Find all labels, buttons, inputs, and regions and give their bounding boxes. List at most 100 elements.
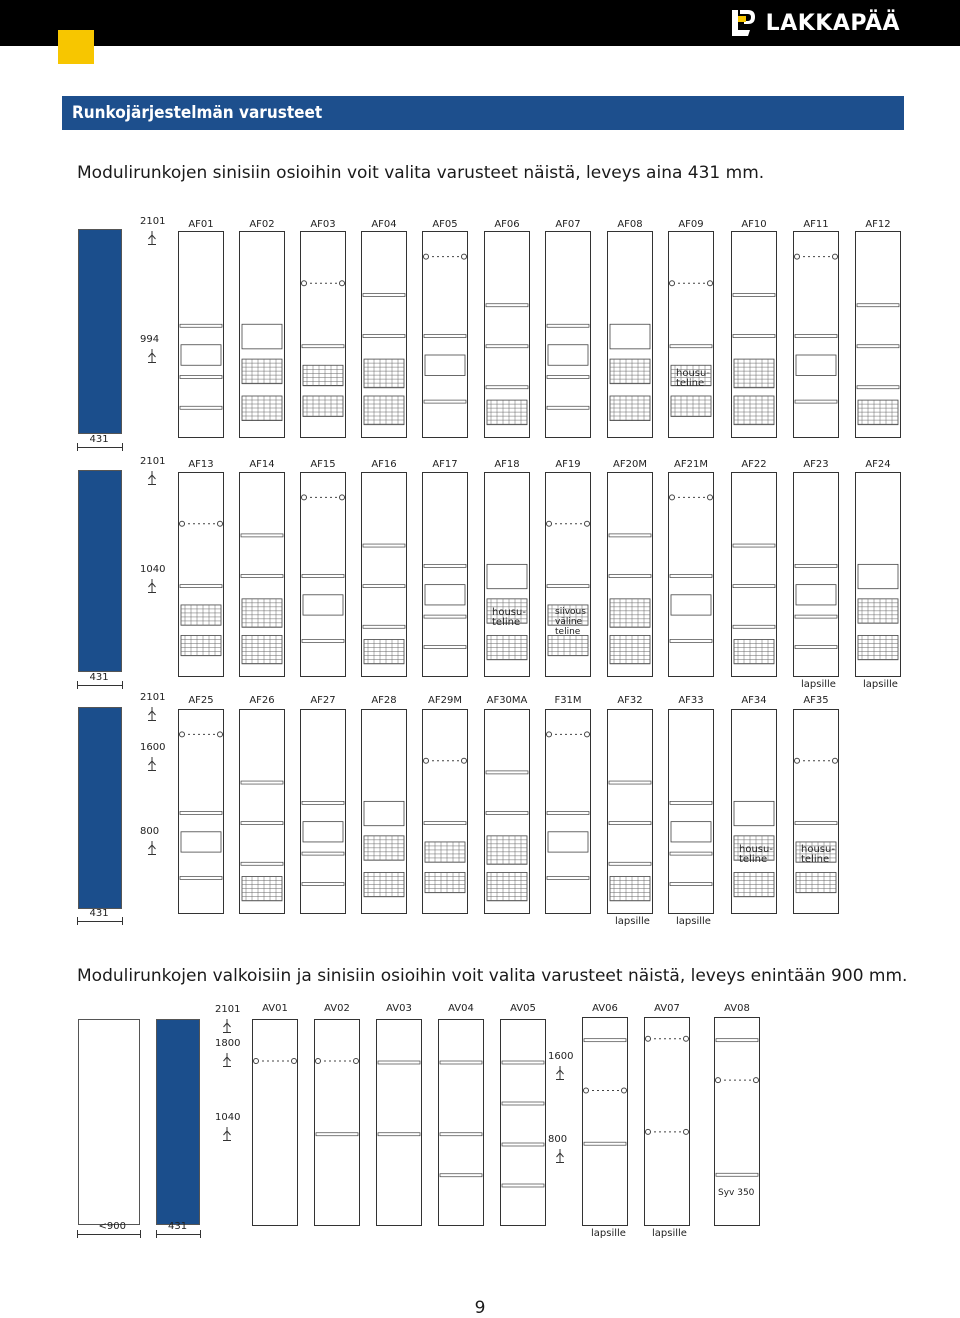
cabinet-drawing xyxy=(855,472,901,677)
dimension-tick xyxy=(77,1230,78,1238)
cabinet-interior xyxy=(240,780,284,902)
cabinet-interior xyxy=(608,780,652,902)
cabinet-interior xyxy=(856,303,900,426)
cabinet-interior xyxy=(486,563,528,661)
cabinet-code: AF22 xyxy=(741,459,767,470)
cabinet-code: AF24 xyxy=(865,459,891,470)
section-header: Runkojärjestelmän varusteet xyxy=(62,96,904,130)
height-marker xyxy=(555,1065,565,1080)
cabinet-code: AF07 xyxy=(555,219,581,230)
cabinet-interior xyxy=(732,543,776,665)
cabinet-code: AF08 xyxy=(617,219,643,230)
cabinet-drawing xyxy=(545,231,591,438)
child-label: lapsille xyxy=(801,679,836,690)
cabinet-drawing xyxy=(376,1019,422,1226)
cabinet-interior xyxy=(857,563,899,661)
cabinet-interior xyxy=(732,293,776,426)
brand-name: LAKKAPÄÄ xyxy=(765,10,900,36)
cabinet-drawing xyxy=(714,1017,760,1226)
cabinet-code: AF10 xyxy=(741,219,767,230)
cabinet-drawing xyxy=(239,472,285,677)
cabinet-code: AF05 xyxy=(432,219,458,230)
note-line-1: siivous xyxy=(555,607,586,617)
cabinet-interior xyxy=(609,323,651,422)
cabinet-interior xyxy=(733,800,775,898)
dimension-tick xyxy=(156,1230,157,1238)
arrow-icon xyxy=(148,841,156,855)
cabinet-code: AF06 xyxy=(494,219,520,230)
cabinet-drawing xyxy=(855,231,901,438)
note-line-1: housu- xyxy=(801,844,835,855)
cabinet-interior xyxy=(715,1038,759,1177)
module-blue-panel xyxy=(156,1019,200,1225)
cabinet-drawing xyxy=(545,709,591,914)
width-label: 431 xyxy=(168,1221,188,1232)
cabinet-drawing xyxy=(582,1017,628,1226)
cabinet-code: AF23 xyxy=(803,459,829,470)
arrow-icon xyxy=(148,349,156,363)
cabinet-drawing xyxy=(607,709,653,914)
arrow-icon xyxy=(556,1149,564,1163)
cabinet-drawing xyxy=(422,709,468,914)
av-height-label: 1040 xyxy=(215,1112,241,1123)
height-marker xyxy=(147,706,157,721)
cabinet-drawing xyxy=(361,231,407,438)
cabinet-drawing xyxy=(484,709,530,914)
cabinet-drawing xyxy=(438,1019,484,1226)
cabinet-drawing xyxy=(239,231,285,438)
mid-height-label: 994 xyxy=(140,334,160,345)
cabinet-interior xyxy=(240,533,284,665)
mid-height-label-2: 800 xyxy=(140,826,160,837)
intro-text-1: Modulirunkojen sinisiin osioihin voit va… xyxy=(77,163,765,183)
mid-height-marker xyxy=(147,578,157,593)
cabinet-drawing xyxy=(300,231,346,438)
mid-height-label: 1600 xyxy=(140,742,166,753)
child-label: lapsille xyxy=(615,916,650,927)
dimension-line xyxy=(77,921,122,922)
dimension-tick xyxy=(77,443,78,451)
cabinet-code: AF04 xyxy=(371,219,397,230)
height-marker xyxy=(147,230,157,245)
cabinet-drawing xyxy=(731,472,777,677)
cabinet-drawing xyxy=(644,1017,690,1226)
cabinet-code: AF33 xyxy=(678,695,704,706)
cabinet-code: AV02 xyxy=(324,1003,350,1014)
height-marker xyxy=(555,1148,565,1163)
logo-mark-icon xyxy=(728,8,758,38)
child-label: lapsille xyxy=(676,916,711,927)
cabinet-drawing xyxy=(239,709,285,914)
cabinet-code: AF32 xyxy=(617,695,643,706)
cabinet-code: AF20M xyxy=(613,459,647,470)
cabinet-code: AF15 xyxy=(310,459,336,470)
cabinet-drawing xyxy=(300,709,346,914)
cabinet-code: AF34 xyxy=(741,695,767,706)
width-label: <900 xyxy=(98,1221,126,1232)
arrow-icon xyxy=(148,231,156,245)
cabinet-interior xyxy=(439,1060,483,1178)
width-label: 431 xyxy=(89,908,109,919)
dimension-line xyxy=(156,1234,200,1235)
cabinet-interior xyxy=(301,280,345,417)
cabinet-interior xyxy=(179,731,223,880)
dimension-tick xyxy=(122,681,123,689)
cabinet-drawing xyxy=(361,709,407,914)
cabinet-interior xyxy=(179,323,223,410)
cabinet-code: AF30MA xyxy=(486,695,528,706)
note-line-2: teline xyxy=(492,617,521,628)
cabinet-code: AF02 xyxy=(249,219,275,230)
cabinet-interior xyxy=(377,1060,421,1137)
cabinet-code: AF01 xyxy=(188,219,214,230)
cabinet-interior xyxy=(485,303,529,426)
module-blue-panel xyxy=(78,470,122,672)
dimension-tick xyxy=(200,1230,201,1238)
dimension-tick xyxy=(122,917,123,925)
cabinet-interior xyxy=(253,1058,297,1064)
cabinet-code: AF29M xyxy=(428,695,462,706)
cabinet-interior xyxy=(583,1038,627,1146)
cabinet-drawing xyxy=(314,1019,360,1226)
dimension-line xyxy=(77,447,122,448)
cabinet-code: AV06 xyxy=(592,1003,618,1014)
height-label: 2101 xyxy=(140,456,166,467)
av-height-label: 1800 xyxy=(215,1038,241,1049)
cabinet-interior xyxy=(501,1060,545,1188)
